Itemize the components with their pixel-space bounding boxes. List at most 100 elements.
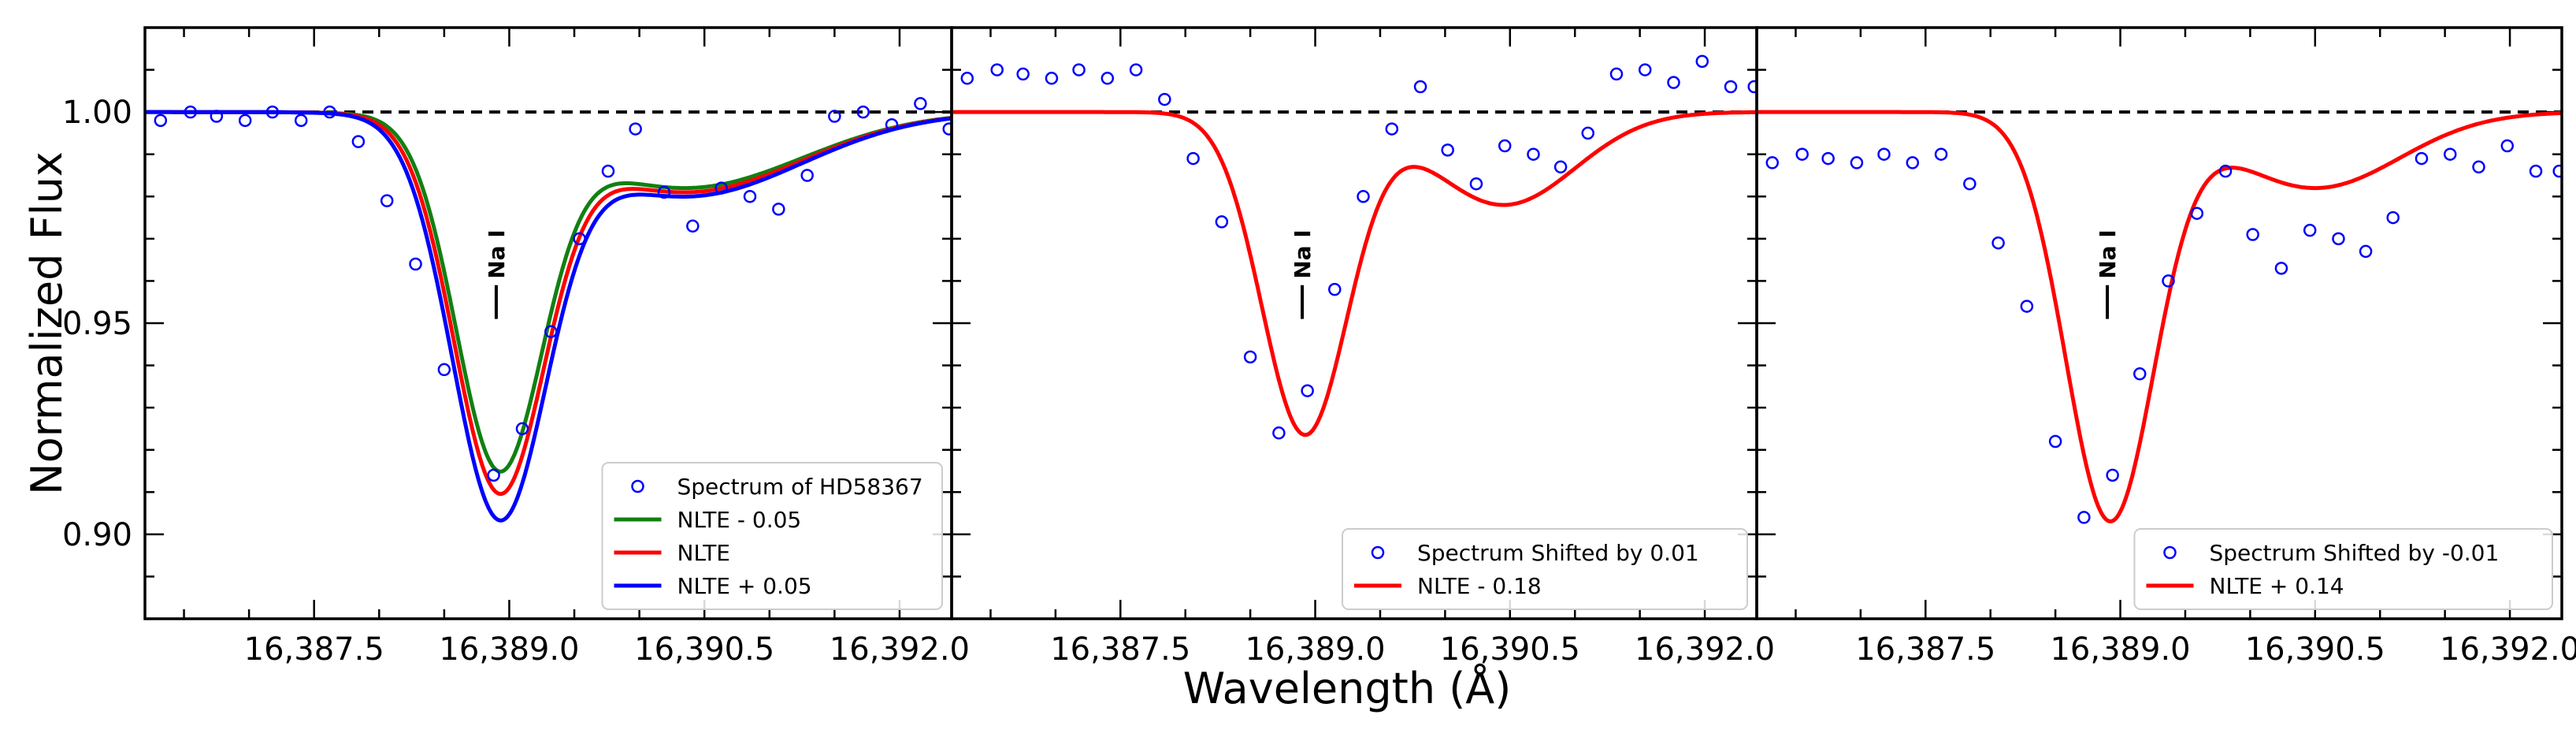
observed-point [1272,426,1286,440]
observed-point [1765,156,1780,169]
legend-marker [631,479,644,493]
legend-marker [2163,545,2177,560]
model-line [145,110,952,523]
panel-middle: 16,387.5 16,389.0 16,390.5 16,392.0 Na I Spec… [950,26,1775,668]
observed-point [1215,215,1229,229]
observed-point [657,185,671,199]
observed-point [2303,223,2317,237]
observed-point [1101,72,1115,85]
observed-point [800,169,814,182]
observed-point [629,122,642,136]
legend-box [1342,528,1748,610]
observed-point [294,114,308,128]
x-tick-label: 16,389.0 [439,631,579,668]
observed-point [914,97,927,110]
legend-box [601,462,943,610]
legend-marker [1371,545,1385,560]
observed-point [1877,147,1891,161]
observed-point [573,232,586,246]
observed-point [601,164,615,178]
x-tick-label: 16,387.5 [1050,631,1190,668]
observed-point [1581,126,1594,140]
observed-point [990,63,1004,76]
observed-point [2529,164,2543,178]
legend-box [2133,528,2553,610]
observed-point [2077,511,2091,524]
panel-frame [1755,26,2563,620]
observed-point [1072,63,1086,76]
model-line [145,110,952,474]
observed-point [323,105,336,119]
observed-point [1906,156,1920,169]
observed-point [2190,207,2204,220]
observed-point [1553,160,1568,174]
observed-point [828,110,841,123]
observed-point [1850,156,1864,169]
y-axis-label: Normalized Flux [22,151,72,495]
observed-point [1441,143,1454,157]
observed-point [772,203,785,216]
observed-point [1821,151,1835,166]
model-line [952,110,1757,437]
observed-point [1328,282,1342,296]
y-tick-label: 1.00 [62,95,132,131]
observed-point [743,190,757,203]
observed-point [2106,468,2119,482]
y-tick-label: 0.90 [62,517,132,553]
plot-area [952,54,1757,440]
x-tick-label: 16,392.0 [2440,631,2576,668]
observed-point [184,105,198,119]
observed-point [210,110,224,123]
observed-point [544,325,558,338]
observed-point [2552,164,2562,178]
legend: Spectrum of HD58367 NLTE - 0.05 NLTE NLTE +… [601,462,943,610]
observed-point [1129,63,1143,76]
observed-point [1045,72,1059,85]
observed-point [238,114,252,128]
observed-point [2443,147,2457,161]
legend-label: NLTE - 0.18 [1417,573,1542,599]
legend-label: Spectrum of HD58367 [677,474,923,500]
ticks [952,28,1757,619]
x-tick-label: 16,390.5 [634,631,774,668]
model-line [145,110,952,497]
observed-point [351,135,366,148]
observed-point [2162,274,2175,288]
observed-point [1695,54,1709,69]
observed-point [1724,80,1738,94]
x-tick-label: 16,392.0 [830,631,970,668]
legend-label: NLTE + 0.05 [677,573,812,599]
observed-point [2386,210,2400,225]
line-label: Na I [1290,229,1316,279]
observed-point [856,105,870,119]
x-tick-label: 16,389.0 [2050,631,2190,668]
observed-point [2246,228,2259,241]
observed-point [1963,177,1977,191]
plot-area [1757,110,2562,524]
legend: Spectrum Shifted by -0.01 NLTE + 0.14 [2133,528,2553,610]
observed-point [1609,67,1624,81]
observed-point [265,105,280,119]
observed-point [1991,236,2005,250]
legend: Spectrum Shifted by 0.01 NLTE - 0.18 [1342,528,1748,610]
observed-point [885,117,899,132]
observed-point [2274,262,2288,275]
observed-point [1016,67,1030,81]
observed-point [1357,190,1370,203]
observed-point [2415,151,2429,166]
x-axis-label: Wavelength (Å) [1183,663,1512,713]
observed-point [409,257,422,271]
observed-point [154,114,168,128]
observed-point [2472,160,2485,174]
panel-right: 16,387.5 16,389.0 16,390.5 16,392.0 Na I Spec… [1755,26,2576,668]
model-line [1757,110,2562,524]
line-label: Na I [2095,229,2121,279]
observed-point [380,194,394,207]
observed-point [1469,177,1483,191]
observed-point [515,422,529,436]
observed-point [960,72,974,85]
observed-point [2048,434,2062,449]
observed-point [1934,147,1948,161]
observed-point [437,363,451,377]
